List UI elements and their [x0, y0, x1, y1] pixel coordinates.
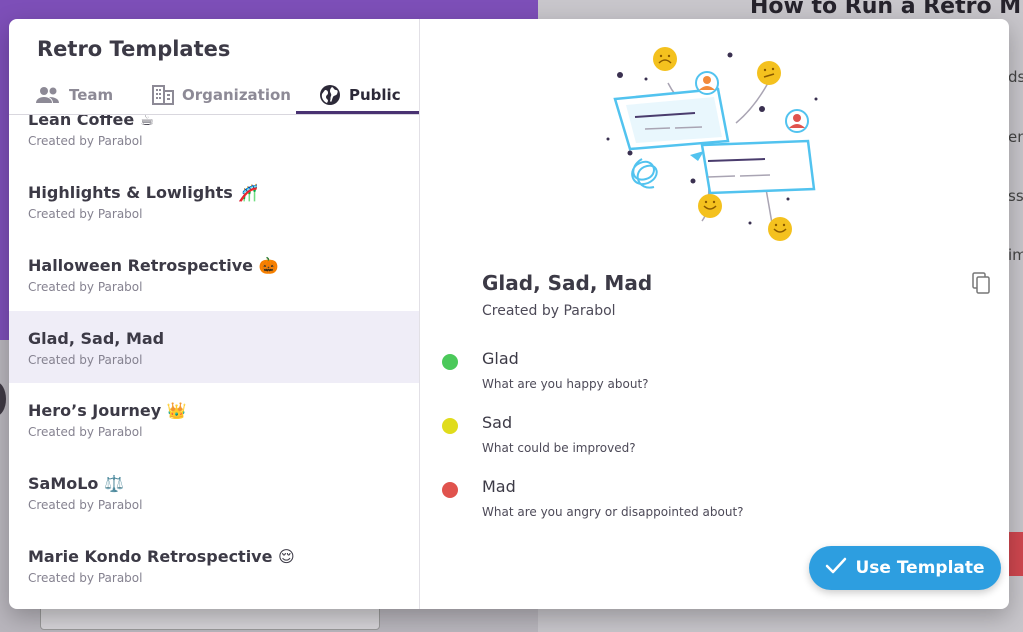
template-item-halloween[interactable]: Halloween Retrospective 🎃 Created by Par… — [9, 242, 419, 314]
prompt-title: Sad — [482, 413, 513, 432]
prompt-glad: Glad What are you happy about? — [442, 349, 982, 399]
template-item-creator: Created by Parabol — [28, 280, 143, 294]
tab-public[interactable]: Public — [319, 77, 401, 113]
background-button — [1008, 532, 1023, 576]
template-item-name: Glad, Sad, Mad — [28, 329, 165, 348]
template-item-glad-sad-mad[interactable]: Glad, Sad, Mad Created by Parabol — [9, 311, 419, 383]
prompt-description: What are you angry or disappointed about… — [482, 505, 744, 519]
template-item-name: Marie Kondo Retrospective 😌 — [28, 547, 295, 566]
template-item-creator: Created by Parabol — [28, 425, 143, 439]
prompt-description: What are you happy about? — [482, 377, 649, 391]
template-item-name: SaMoLo ⚖️ — [28, 474, 124, 493]
template-item-creator: Created by Parabol — [28, 207, 143, 221]
template-item-name: Halloween Retrospective 🎃 — [28, 256, 279, 275]
template-item-marie-kondo[interactable]: Marie Kondo Retrospective 😌 Created by P… — [9, 533, 419, 605]
template-item-heros-journey[interactable]: Hero’s Journey 👑 Created by Parabol — [9, 387, 419, 459]
prompt-description: What could be improved? — [482, 441, 636, 455]
prompt-title: Mad — [482, 477, 516, 496]
template-item-creator: Created by Parabol — [28, 353, 143, 367]
template-title: Glad, Sad, Mad — [482, 271, 653, 295]
tab-organization-label: Organization — [182, 86, 291, 104]
prompt-title: Glad — [482, 349, 519, 368]
template-item-creator: Created by Parabol — [28, 498, 143, 512]
template-item-name: Hero’s Journey 👑 — [28, 401, 187, 420]
tab-team-label: Team — [69, 86, 114, 104]
active-tab-indicator — [296, 111, 419, 114]
modal-title: Retro Templates — [37, 37, 231, 61]
team-icon — [35, 86, 61, 104]
template-item-highlights-lowlights[interactable]: Highlights & Lowlights 🎢 Created by Para… — [9, 169, 419, 241]
template-item-name: Lean Coffee ☕ — [28, 115, 155, 129]
organization-icon — [152, 85, 174, 105]
prompt-color-dot — [442, 482, 458, 498]
check-icon — [825, 557, 847, 580]
tab-organization[interactable]: Organization — [152, 77, 291, 113]
template-item-lean-coffee[interactable]: Lean Coffee ☕ Created by Parabol — [9, 115, 419, 168]
use-template-button[interactable]: Use Template — [809, 546, 1001, 590]
template-list: Lean Coffee ☕ Created by Parabol Highlig… — [9, 115, 419, 609]
retro-templates-modal: Retro Templates Team Organization Public — [9, 19, 1009, 609]
prompt-color-dot — [442, 418, 458, 434]
copy-icon[interactable] — [972, 272, 990, 298]
template-item-samolo[interactable]: SaMoLo ⚖️ Created by Parabol — [9, 460, 419, 532]
template-details: Glad, Sad, Mad Created by Parabol Glad W… — [420, 19, 1009, 609]
tab-team[interactable]: Team — [35, 77, 113, 113]
template-creator: Created by Parabol — [482, 303, 616, 319]
tab-public-label: Public — [349, 86, 401, 104]
background-text-fragment: ds — [1008, 68, 1023, 86]
prompt-sad: Sad What could be improved? — [442, 413, 982, 463]
background-text-fragment: ss — [1008, 187, 1023, 205]
template-sidebar: Retro Templates Team Organization Public — [9, 19, 420, 609]
prompt-color-dot — [442, 354, 458, 370]
background-text-fragment: im — [1008, 246, 1023, 264]
background-text-fragment: en — [1008, 128, 1023, 146]
background-heading: How to Run a Retro M — [750, 0, 1022, 19]
use-template-label: Use Template — [855, 558, 985, 578]
template-item-creator: Created by Parabol — [28, 134, 143, 148]
globe-icon — [319, 84, 341, 106]
prompt-mad: Mad What are you angry or disappointed a… — [442, 477, 982, 527]
template-item-creator: Created by Parabol — [28, 571, 143, 585]
background-avatar — [0, 382, 6, 416]
template-item-name: Highlights & Lowlights 🎢 — [28, 183, 259, 202]
retro-illustration — [590, 39, 830, 253]
template-tabs: Team Organization Public — [9, 77, 419, 115]
